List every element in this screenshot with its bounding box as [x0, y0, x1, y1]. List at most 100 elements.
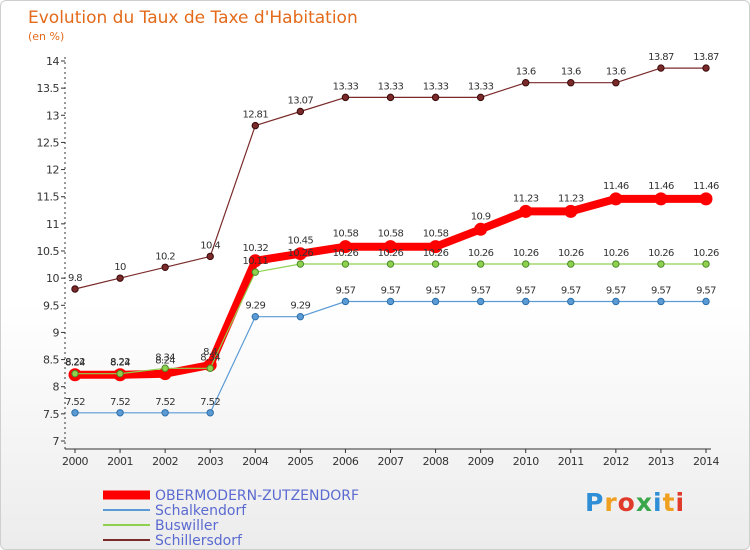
- data-point: [612, 297, 620, 306]
- legend-label: Buswiller: [155, 518, 219, 534]
- data-point: [251, 268, 259, 276]
- y-tick-label: 8.5: [43, 354, 59, 367]
- data-point: [341, 93, 350, 102]
- data-point: [161, 263, 169, 271]
- chart-title: Evolution du Taux de Taxe d'Habitation: [28, 8, 358, 28]
- data-point: [116, 409, 124, 417]
- data-point: [251, 312, 259, 321]
- data-label: 10: [114, 262, 126, 273]
- data-label: 7.52: [110, 397, 130, 408]
- data-label: 10.58: [423, 229, 449, 240]
- y-tick-label: 9: [53, 326, 60, 339]
- data-point: [386, 260, 395, 268]
- data-label: 7.52: [155, 397, 175, 408]
- data-label: 8.4: [203, 347, 217, 358]
- data-point: [519, 204, 533, 218]
- data-point: [564, 204, 578, 218]
- data-label: 9.57: [696, 285, 716, 296]
- data-label: 11.46: [648, 181, 674, 192]
- y-tick-label: 9.5: [43, 299, 59, 312]
- data-point: [612, 79, 620, 87]
- proxiti-logo: Proxiti: [585, 488, 685, 517]
- data-label: 9.8: [68, 273, 82, 284]
- y-tick-label: 8: [53, 381, 60, 394]
- x-tick-label: 2010: [513, 455, 539, 468]
- data-point: [474, 222, 488, 236]
- data-point: [476, 297, 485, 306]
- data-point: [71, 369, 79, 378]
- data-point: [296, 312, 305, 321]
- logo-letter: i: [653, 488, 663, 517]
- data-label: 8.22: [110, 357, 130, 368]
- data-point: [248, 254, 262, 268]
- data-label: 13.87: [693, 52, 719, 63]
- data-label: 10.26: [693, 248, 719, 259]
- y-tick-label: 11.5: [37, 191, 60, 204]
- data-label: 10.2: [155, 251, 175, 262]
- data-point: [476, 260, 485, 268]
- y-tick-label: 12: [46, 164, 59, 177]
- logo-letter: o: [617, 488, 636, 517]
- data-point: [386, 297, 395, 306]
- legend-label: Schillersdorf: [155, 533, 243, 549]
- data-point: [71, 409, 79, 417]
- data-point: [657, 64, 665, 72]
- data-point: [431, 93, 440, 102]
- logo-letter: t: [662, 488, 676, 517]
- data-point: [293, 247, 307, 261]
- data-label: 9.57: [516, 285, 536, 296]
- x-tick-label: 2007: [378, 455, 404, 468]
- x-tick-label: 2009: [468, 455, 494, 468]
- data-label: 11.46: [693, 181, 719, 192]
- y-tick-label: 12.5: [37, 136, 60, 149]
- y-tick-label: 13.5: [37, 82, 60, 95]
- y-tick-label: 10.5: [37, 245, 60, 258]
- data-label: 9.29: [245, 301, 265, 312]
- data-label: 13.6: [561, 67, 581, 78]
- data-point: [702, 64, 710, 72]
- y-tick-label: 10: [46, 272, 59, 285]
- data-label: 13.07: [288, 95, 314, 106]
- data-label: 10.11: [242, 256, 268, 267]
- data-point: [702, 297, 710, 306]
- data-label: 10.26: [468, 248, 494, 259]
- data-point: [476, 93, 485, 102]
- data-label: 13.33: [468, 81, 494, 92]
- data-point: [206, 252, 214, 261]
- data-label: 12.81: [242, 110, 268, 121]
- data-point: [206, 409, 214, 417]
- data-label: 10.58: [378, 229, 404, 240]
- data-label: 8.24: [110, 358, 130, 369]
- data-point: [429, 240, 443, 254]
- data-point: [206, 364, 214, 372]
- data-label: 9.57: [606, 285, 626, 296]
- data-point: [158, 367, 172, 381]
- x-tick-label: 2001: [107, 455, 133, 468]
- data-point: [567, 260, 575, 268]
- data-label: 8.22: [65, 357, 85, 368]
- data-label: 8.24: [65, 358, 85, 369]
- y-tick-label: 7: [53, 435, 60, 448]
- logo-letter: i: [675, 488, 686, 517]
- data-label: 10.4: [200, 240, 220, 251]
- data-point: [116, 369, 124, 378]
- data-label: 10.26: [648, 248, 674, 259]
- data-label: 11.46: [603, 181, 629, 192]
- data-point: [296, 107, 305, 116]
- data-label: 10.45: [288, 236, 314, 247]
- data-point: [338, 240, 352, 254]
- logo-letter: r: [604, 488, 618, 517]
- data-label: 10.9: [471, 211, 491, 222]
- data-label: 10.26: [378, 248, 404, 259]
- data-point: [341, 297, 350, 306]
- x-tick-label: 2004: [242, 455, 268, 468]
- data-label: 9.57: [561, 285, 581, 296]
- y-tick-label: 7.5: [43, 408, 59, 421]
- data-label: 10.26: [288, 248, 314, 259]
- data-label: 9.57: [335, 285, 355, 296]
- x-tick-label: 2011: [558, 455, 584, 468]
- data-label: 13.6: [516, 67, 536, 78]
- x-tick-label: 2014: [693, 455, 719, 468]
- data-point: [431, 260, 440, 268]
